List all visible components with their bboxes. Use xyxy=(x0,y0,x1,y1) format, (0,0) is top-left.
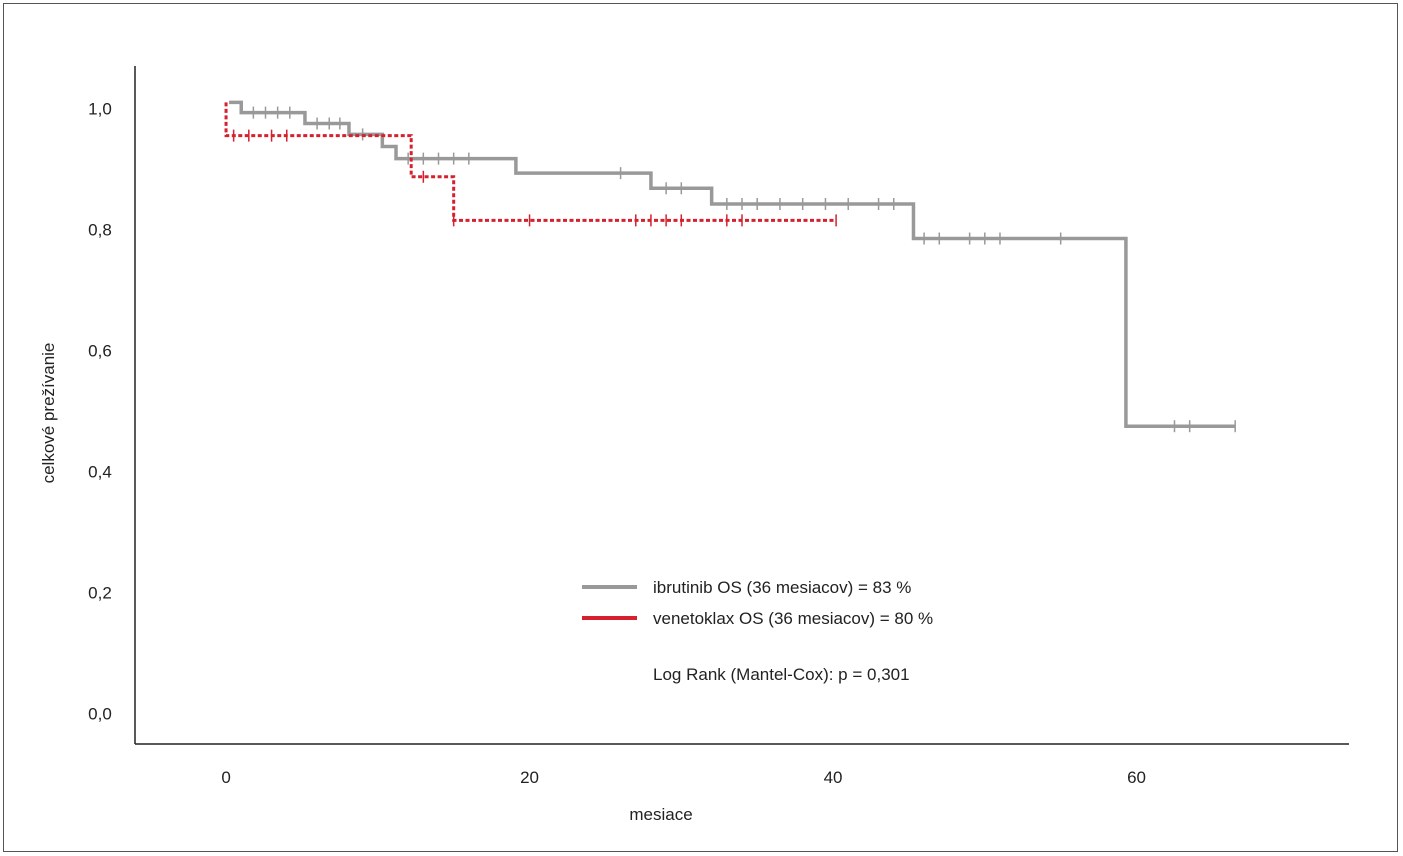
y-tick-label: 0,0 xyxy=(88,705,112,724)
y-tick-label: 0,2 xyxy=(88,584,112,603)
y-tick-labels: 0,0 0,2 0,4 0,6 0,8 1,0 xyxy=(88,99,112,723)
y-axis-title: celkové prežívanie xyxy=(39,343,58,484)
legend: ibrutinib OS (36 mesiacov) = 83 % veneto… xyxy=(582,578,933,684)
x-axis-title: mesiace xyxy=(629,805,692,824)
x-tick-label: 40 xyxy=(824,768,843,787)
series-layer xyxy=(224,100,1236,433)
legend-label-ibrutinib: ibrutinib OS (36 mesiacov) = 83 % xyxy=(653,578,911,597)
logrank-annotation: Log Rank (Mantel-Cox): p = 0,301 xyxy=(653,665,910,684)
series-0 xyxy=(229,100,1236,433)
series-1 xyxy=(224,102,837,227)
x-tick-label: 0 xyxy=(221,768,230,787)
y-tick-label: 1,0 xyxy=(88,99,112,118)
y-tick-label: 0,8 xyxy=(88,220,112,239)
x-tick-labels: 0 20 40 60 xyxy=(221,768,1146,787)
x-tick-label: 20 xyxy=(520,768,539,787)
series-line xyxy=(229,100,1236,428)
legend-label-venetoklax: venetoklax OS (36 mesiacov) = 80 % xyxy=(653,609,933,628)
y-tick-label: 0,4 xyxy=(88,463,112,482)
y-tick-label: 0,6 xyxy=(88,342,112,361)
x-tick-label: 60 xyxy=(1127,768,1146,787)
chart-frame xyxy=(3,3,1398,852)
